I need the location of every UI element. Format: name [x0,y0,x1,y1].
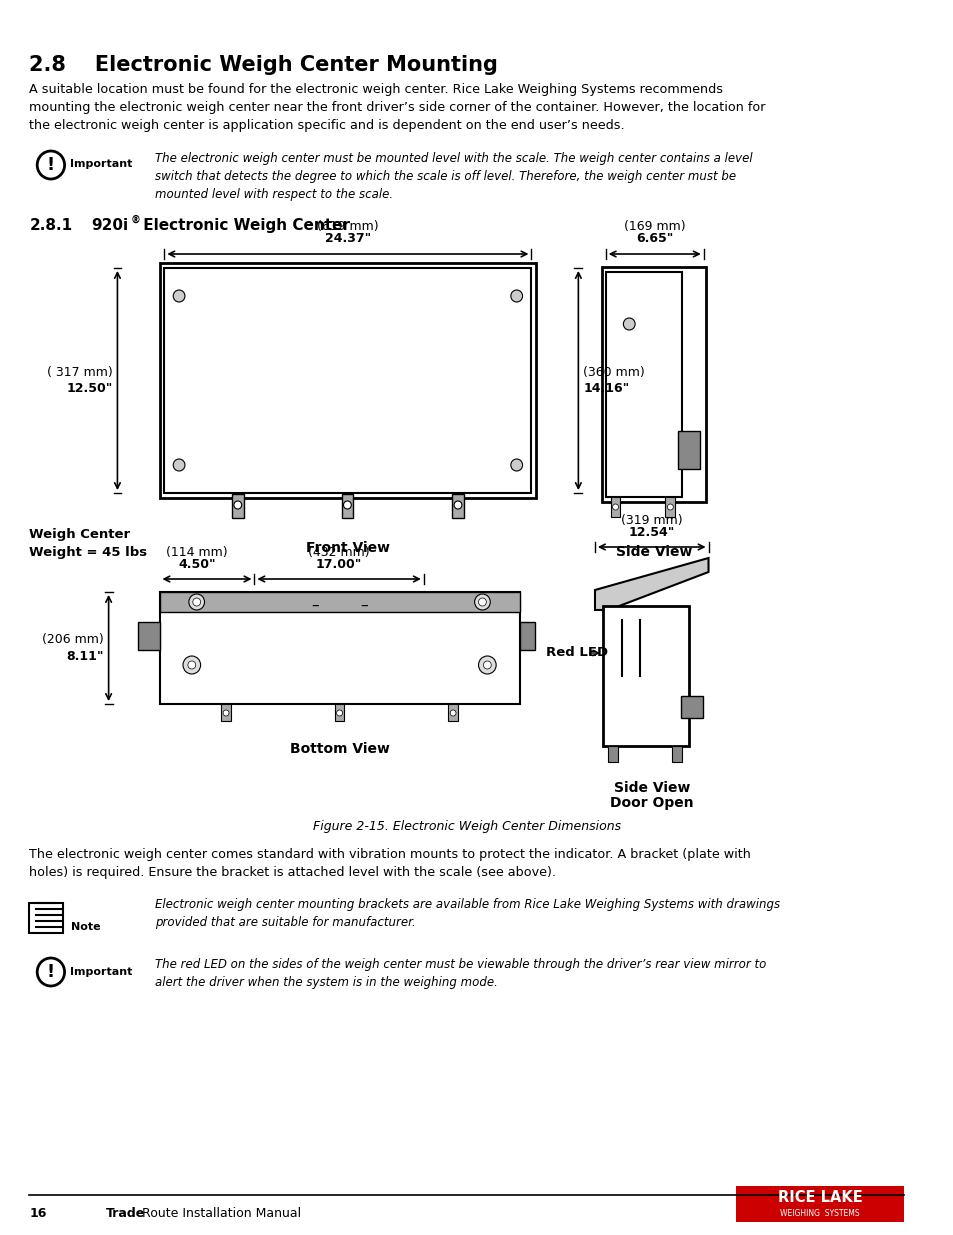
Text: Weigh Center: Weigh Center [30,529,131,541]
Text: 16: 16 [30,1207,47,1220]
Text: Bottom View: Bottom View [290,742,389,756]
Circle shape [478,598,486,606]
Text: 8.11": 8.11" [66,650,104,662]
Circle shape [223,710,229,716]
Circle shape [450,710,456,716]
Polygon shape [595,558,708,610]
Circle shape [667,504,673,510]
Text: 920i: 920i [91,219,128,233]
Text: Electronic weigh center mounting brackets are available from Rice Lake Weighing : Electronic weigh center mounting bracket… [154,898,779,929]
Text: Important: Important [71,159,132,169]
Text: WEIGHING  SYSTEMS: WEIGHING SYSTEMS [780,1209,859,1218]
Text: Important: Important [71,967,132,977]
Text: Red LED: Red LED [545,646,608,659]
Text: 12.50": 12.50" [66,382,112,395]
Text: Route Installation Manual: Route Installation Manual [142,1207,301,1220]
Bar [452,494,463,517]
Circle shape [188,661,195,669]
Text: The red LED on the sides of the weigh center must be viewable through the driver: The red LED on the sides of the weigh ce… [154,958,765,989]
Bar [159,592,519,613]
Circle shape [233,501,241,509]
Text: 17.00": 17.00" [315,558,362,571]
Text: Front View: Front View [306,541,390,555]
Bar [607,746,617,762]
Bar [519,622,535,650]
Bar [610,496,619,517]
Text: (360 mm): (360 mm) [582,366,644,379]
Bar [735,1186,903,1221]
Bar [601,267,705,501]
Text: 2.8.1: 2.8.1 [30,219,72,233]
Circle shape [510,290,522,303]
Circle shape [183,656,200,674]
Text: (114 mm): (114 mm) [166,546,228,559]
Text: 14.16": 14.16" [582,382,629,395]
Text: Trade: Trade [106,1207,145,1220]
Text: (619 mm): (619 mm) [316,220,378,233]
Circle shape [336,710,342,716]
Circle shape [173,290,185,303]
Bar [232,494,243,517]
Bar [448,704,457,721]
Circle shape [622,317,635,330]
Bar [221,704,231,721]
Circle shape [189,594,204,610]
Bar [138,622,159,650]
Text: 12.54": 12.54" [628,526,674,538]
Text: –: – [360,598,368,613]
Text: ®: ® [130,215,140,225]
Circle shape [454,501,461,509]
Text: Figure 2-15. Electronic Weigh Center Dimensions: Figure 2-15. Electronic Weigh Center Dim… [313,820,620,832]
Bar [605,272,681,496]
Text: !: ! [47,156,55,174]
Text: Side View: Side View [613,781,689,795]
Bar [335,704,344,721]
Bar [602,606,688,746]
Circle shape [173,459,185,471]
Text: 24.37": 24.37" [324,232,371,245]
Circle shape [478,656,496,674]
Text: A suitable location must be found for the electronic weigh center. Rice Lake Wei: A suitable location must be found for th… [30,83,765,132]
Bar [159,263,536,498]
Text: RICE LAKE: RICE LAKE [777,1191,862,1205]
Text: The electronic weigh center must be mounted level with the scale. The weigh cent: The electronic weigh center must be moun… [154,152,752,201]
Circle shape [193,598,200,606]
Bar [672,746,681,762]
Circle shape [483,661,491,669]
Text: 6.65": 6.65" [636,232,673,245]
Text: ( 317 mm): ( 317 mm) [47,366,112,379]
Bar [678,431,699,469]
Text: Side View: Side View [615,545,691,559]
Text: !: ! [47,963,55,981]
Text: The electronic weigh center comes standard with vibration mounts to protect the : The electronic weigh center comes standa… [30,848,750,879]
Text: Note: Note [71,923,101,932]
Bar [159,592,519,704]
Text: (319 mm): (319 mm) [620,514,681,527]
Text: –: – [311,598,318,613]
Text: (169 mm): (169 mm) [623,220,685,233]
Circle shape [475,594,490,610]
Circle shape [510,459,522,471]
Text: 2.8    Electronic Weigh Center Mounting: 2.8 Electronic Weigh Center Mounting [30,56,497,75]
Bar [665,496,675,517]
Text: Electronic Weigh Center: Electronic Weigh Center [138,219,350,233]
Bar [341,494,353,517]
Bar [164,268,531,493]
Text: Door Open: Door Open [609,797,693,810]
Circle shape [612,504,618,510]
Text: Weight = 45 lbs: Weight = 45 lbs [30,546,148,559]
Text: (206 mm): (206 mm) [42,634,104,646]
Circle shape [343,501,351,509]
Bar [30,903,63,932]
Text: 4.50": 4.50" [178,558,215,571]
Bar [680,697,702,718]
Text: (432 mm): (432 mm) [308,546,370,559]
